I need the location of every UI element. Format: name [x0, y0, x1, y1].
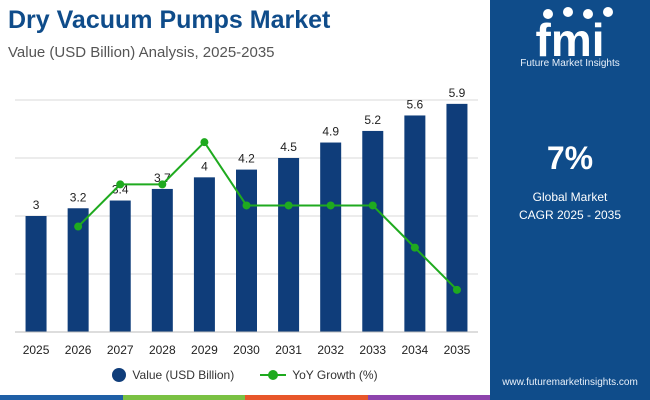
logo-icon-person: [543, 9, 553, 19]
bar-2025: [25, 216, 47, 332]
stripe-segment-purple: [367, 395, 490, 400]
bar-value-label: 4.2: [238, 152, 255, 166]
bar-value-label: 4.9: [322, 125, 339, 139]
bar-2033: [362, 130, 384, 332]
bar-2030: [236, 169, 257, 332]
yoy-growth-line: [77, 140, 458, 291]
bar-2035: [446, 103, 468, 332]
cagr-label-line1: Global Market: [532, 190, 608, 204]
bar-2028: [151, 188, 173, 332]
cagr-label-line2: CAGR 2025 - 2035: [518, 208, 622, 222]
legend-item-value: Value (USD Billion): [112, 368, 234, 382]
logo-wordmark: fmi: [536, 14, 605, 66]
brand-name: Future Market Insights: [520, 58, 620, 69]
bar-2032: [320, 142, 342, 332]
bar-value-label: 4.5: [280, 140, 297, 154]
yoy-growth-point: [452, 285, 461, 294]
x-tick-label: 2030: [233, 343, 260, 357]
bar-value-label: 5.9: [449, 86, 466, 100]
bar-2027: [109, 200, 131, 332]
yoy-growth-point: [116, 180, 125, 189]
stripe-segment-blue: [0, 395, 123, 400]
x-tick-label: 2035: [444, 343, 471, 357]
x-tick-label: 2029: [191, 343, 218, 357]
chart-legend: Value (USD Billion) YoY Growth (%): [0, 368, 490, 382]
bar-value-label: 3.7: [154, 171, 171, 185]
logo-icon-gear: [603, 7, 613, 17]
fmi-logo: fmi: [536, 7, 613, 66]
bar-value-label: 4: [201, 159, 208, 173]
bar-value-label: 5.6: [407, 97, 424, 111]
x-tick-label: 2033: [359, 343, 386, 357]
legend-item-growth: YoY Growth (%): [260, 368, 378, 382]
bar-2029: [193, 177, 215, 332]
bar-value-label: 3.2: [70, 190, 87, 204]
bar-value-label: 5.2: [364, 113, 381, 127]
legend-bar-swatch: [112, 368, 127, 382]
yoy-growth-point: [200, 138, 209, 147]
bar-value-label: 3.4: [112, 183, 129, 197]
bottom-color-stripe: [0, 395, 490, 400]
stripe-segment-orange: [245, 395, 368, 400]
x-tick-label: 2028: [149, 343, 176, 357]
yoy-growth-point: [284, 201, 293, 210]
x-tick-label: 2034: [402, 343, 429, 357]
yoy-growth-point: [368, 201, 377, 210]
legend-bar-label: Value (USD Billion): [132, 368, 235, 382]
stripe-segment-green: [122, 395, 245, 400]
bar-value-label: 3: [33, 198, 40, 212]
bar-2026: [67, 208, 89, 332]
x-tick-label: 2031: [275, 343, 302, 357]
chart-plot: 3 2025 3.2 2026 3.4 2027 3.7 2028 4 2029 4.2 2030 4.…: [15, 86, 478, 357]
chart-title: Dry Vacuum Pumps Market: [8, 6, 331, 34]
yoy-growth-point: [410, 243, 419, 252]
website-link[interactable]: www.futuremarketinsights.com: [502, 377, 638, 388]
yoy-growth-point: [74, 222, 83, 231]
x-tick-label: 2032: [317, 343, 344, 357]
chart-subtitle: Value (USD Billion) Analysis, 2025-2035: [8, 44, 275, 61]
bar-2031: [278, 158, 300, 332]
x-tick-label: 2025: [23, 343, 50, 357]
x-tick-label: 2027: [107, 343, 134, 357]
sidebar-panel: fmi Future Market Insights 7% Global Mar…: [490, 0, 650, 400]
logo-icon-globe: [563, 7, 573, 17]
legend-line-label: YoY Growth (%): [292, 368, 378, 382]
legend-line-swatch: [260, 370, 287, 380]
cagr-value: 7%: [546, 140, 594, 176]
logo-icon-chart: [583, 9, 593, 19]
bar-2034: [404, 115, 426, 332]
cagr-label: Global Market CAGR 2025 - 2035: [490, 188, 650, 224]
yoy-growth-point: [326, 201, 335, 210]
yoy-growth-point: [158, 180, 167, 189]
yoy-growth-point: [242, 201, 251, 210]
x-tick-label: 2026: [65, 343, 92, 357]
